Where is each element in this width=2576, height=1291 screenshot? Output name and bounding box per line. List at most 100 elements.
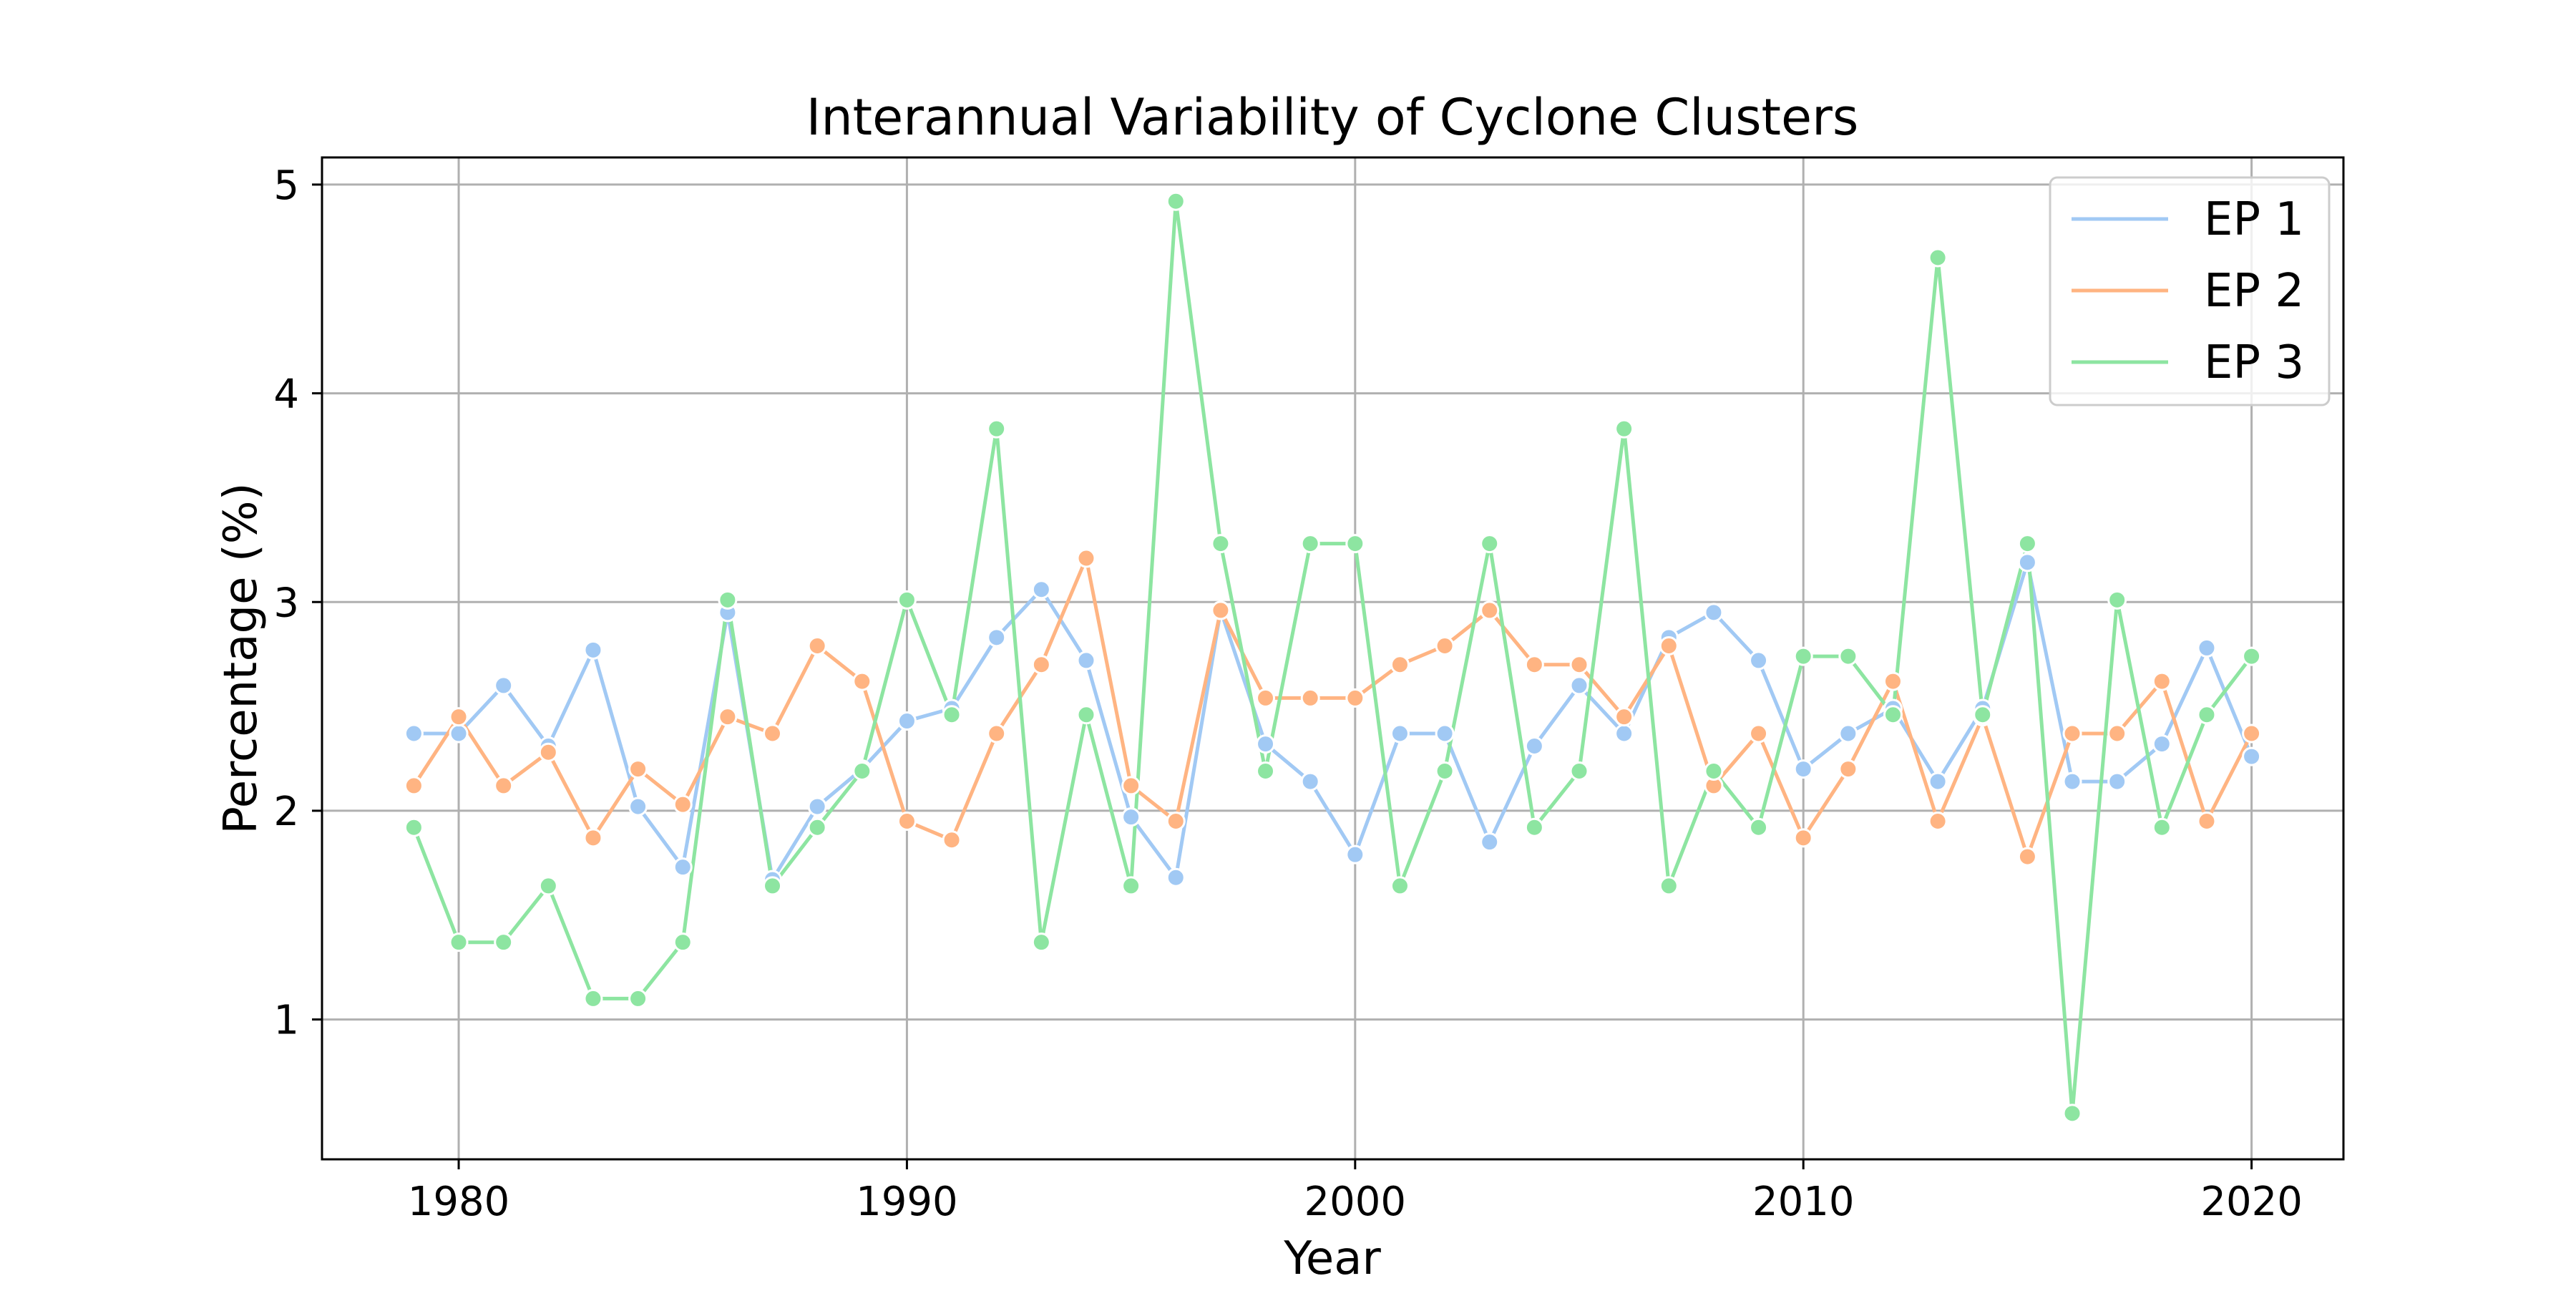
data-point-ep-1-2009	[1749, 651, 1769, 671]
data-point-ep-1-2008	[1704, 603, 1724, 623]
data-point-ep-1-1979	[404, 724, 424, 744]
data-point-ep-2-2011	[1838, 759, 1858, 779]
data-point-ep-2-1999	[1300, 688, 1320, 708]
data-point-ep-3-2004	[1524, 817, 1544, 837]
data-point-ep-3-1985	[673, 932, 693, 953]
data-point-ep-3-2019	[2197, 705, 2217, 725]
data-point-ep-1-2000	[1345, 844, 1365, 864]
data-point-ep-1-2002	[1435, 724, 1455, 744]
data-point-ep-3-1990	[897, 590, 917, 610]
data-point-ep-3-2010	[1793, 646, 1813, 666]
data-point-ep-2-1982	[538, 742, 558, 762]
data-point-ep-3-2016	[2062, 1104, 2082, 1124]
data-point-ep-2-2006	[1614, 707, 1634, 727]
data-point-ep-2-1996	[1166, 812, 1186, 831]
y-tick-label-2: 2	[273, 789, 299, 835]
data-point-ep-1-1990	[897, 711, 917, 731]
y-axis-label: Percentage (%)	[215, 482, 268, 834]
data-point-ep-1-2020	[2242, 746, 2262, 766]
data-point-ep-2-1980	[449, 707, 469, 727]
chart-title: Interannual Variability of Cyclone Clust…	[806, 88, 1859, 147]
data-point-ep-1-1983	[583, 640, 603, 660]
data-point-ep-3-2013	[1928, 248, 1948, 268]
data-point-ep-1-1992	[987, 628, 1007, 648]
data-point-ep-2-1981	[494, 776, 514, 796]
data-point-ep-2-2019	[2197, 812, 2217, 831]
data-point-ep-2-2000	[1345, 688, 1365, 708]
data-point-ep-1-2001	[1390, 724, 1410, 744]
data-point-ep-3-1994	[1076, 705, 1096, 725]
data-point-ep-3-2017	[2107, 590, 2127, 610]
data-point-ep-1-2016	[2062, 771, 2082, 791]
data-point-ep-2-2020	[2242, 724, 2262, 744]
x-tick-label-1980: 1980	[408, 1179, 510, 1225]
data-point-ep-2-1994	[1076, 548, 1096, 568]
data-point-ep-3-1992	[987, 419, 1007, 439]
data-point-ep-2-2016	[2062, 724, 2082, 744]
data-point-ep-2-2018	[2152, 671, 2172, 691]
data-point-ep-1-1994	[1076, 651, 1096, 671]
data-point-ep-2-1988	[807, 636, 827, 656]
data-point-ep-2-2009	[1749, 724, 1769, 744]
data-point-ep-2-1983	[583, 828, 603, 848]
data-point-ep-2-1984	[628, 759, 648, 779]
data-point-ep-3-1997	[1211, 534, 1231, 554]
data-point-ep-3-1998	[1256, 761, 1276, 781]
data-point-ep-3-1995	[1121, 876, 1141, 896]
data-point-ep-2-2010	[1793, 828, 1813, 848]
x-axis-label: Year	[1283, 1232, 1381, 1285]
data-point-ep-3-1987	[763, 876, 783, 896]
data-point-ep-1-1988	[807, 796, 827, 817]
data-point-ep-3-2000	[1345, 534, 1365, 554]
grid-lines	[322, 157, 2343, 1159]
legend-box	[2049, 176, 2331, 406]
data-point-ep-3-1988	[807, 817, 827, 837]
data-point-ep-3-2001	[1390, 876, 1410, 896]
data-point-ep-1-2010	[1793, 759, 1813, 779]
data-point-ep-1-1996	[1166, 867, 1186, 887]
data-point-ep-2-1998	[1256, 688, 1276, 708]
data-point-ep-2-1990	[897, 812, 917, 831]
data-point-ep-2-2003	[1480, 600, 1500, 620]
data-point-ep-3-1979	[404, 817, 424, 837]
data-point-ep-3-1982	[538, 876, 558, 896]
data-point-ep-1-2013	[1928, 771, 1948, 791]
data-point-ep-1-2004	[1524, 736, 1544, 756]
legend-entry-ep-3: EP 3	[2072, 336, 2304, 389]
data-point-ep-2-2001	[1390, 655, 1410, 675]
data-point-ep-3-2006	[1614, 419, 1634, 439]
data-point-ep-2-1989	[852, 671, 872, 691]
data-point-ep-1-1995	[1121, 807, 1141, 827]
data-point-ep-2-2013	[1928, 812, 1948, 831]
data-point-ep-1-1984	[628, 796, 648, 817]
data-point-ep-2-2017	[2107, 724, 2127, 744]
data-point-ep-3-2005	[1569, 761, 1589, 781]
legend-label-ep-2: EP 2	[2204, 265, 2304, 318]
data-point-ep-3-2012	[1883, 705, 1903, 725]
data-point-ep-3-1986	[718, 590, 738, 610]
data-point-ep-1-2003	[1480, 832, 1500, 852]
data-point-ep-2-1987	[763, 724, 783, 744]
data-point-ep-2-2004	[1524, 655, 1544, 675]
data-point-ep-2-1995	[1121, 776, 1141, 796]
legend: EP 1 EP 2 EP 3	[2049, 176, 2331, 406]
data-point-ep-2-1986	[718, 707, 738, 727]
x-tick-label-1990: 1990	[856, 1179, 958, 1225]
y-tick-label-5: 5	[273, 162, 299, 209]
legend-label-ep-1: EP 1	[2204, 193, 2304, 246]
data-point-ep-1-2019	[2197, 638, 2217, 658]
data-point-ep-1-2018	[2152, 734, 2172, 754]
data-point-ep-3-2011	[1838, 646, 1858, 666]
data-point-ep-1-2005	[1569, 676, 1589, 696]
data-point-ep-2-2005	[1569, 655, 1589, 675]
data-point-ep-1-2017	[2107, 771, 2127, 791]
y-tick-label-1: 1	[273, 998, 299, 1044]
data-point-ep-3-2015	[2017, 534, 2037, 554]
data-point-ep-3-1984	[628, 988, 648, 1008]
data-point-ep-2-1992	[987, 724, 1007, 744]
axis-ticks: 1980 1990 2000 2010 2020 1 2 3 4 5	[273, 162, 2302, 1225]
data-point-ep-1-1999	[1300, 771, 1320, 791]
data-point-ep-3-2018	[2152, 817, 2172, 837]
data-point-ep-2-2015	[2017, 847, 2037, 867]
